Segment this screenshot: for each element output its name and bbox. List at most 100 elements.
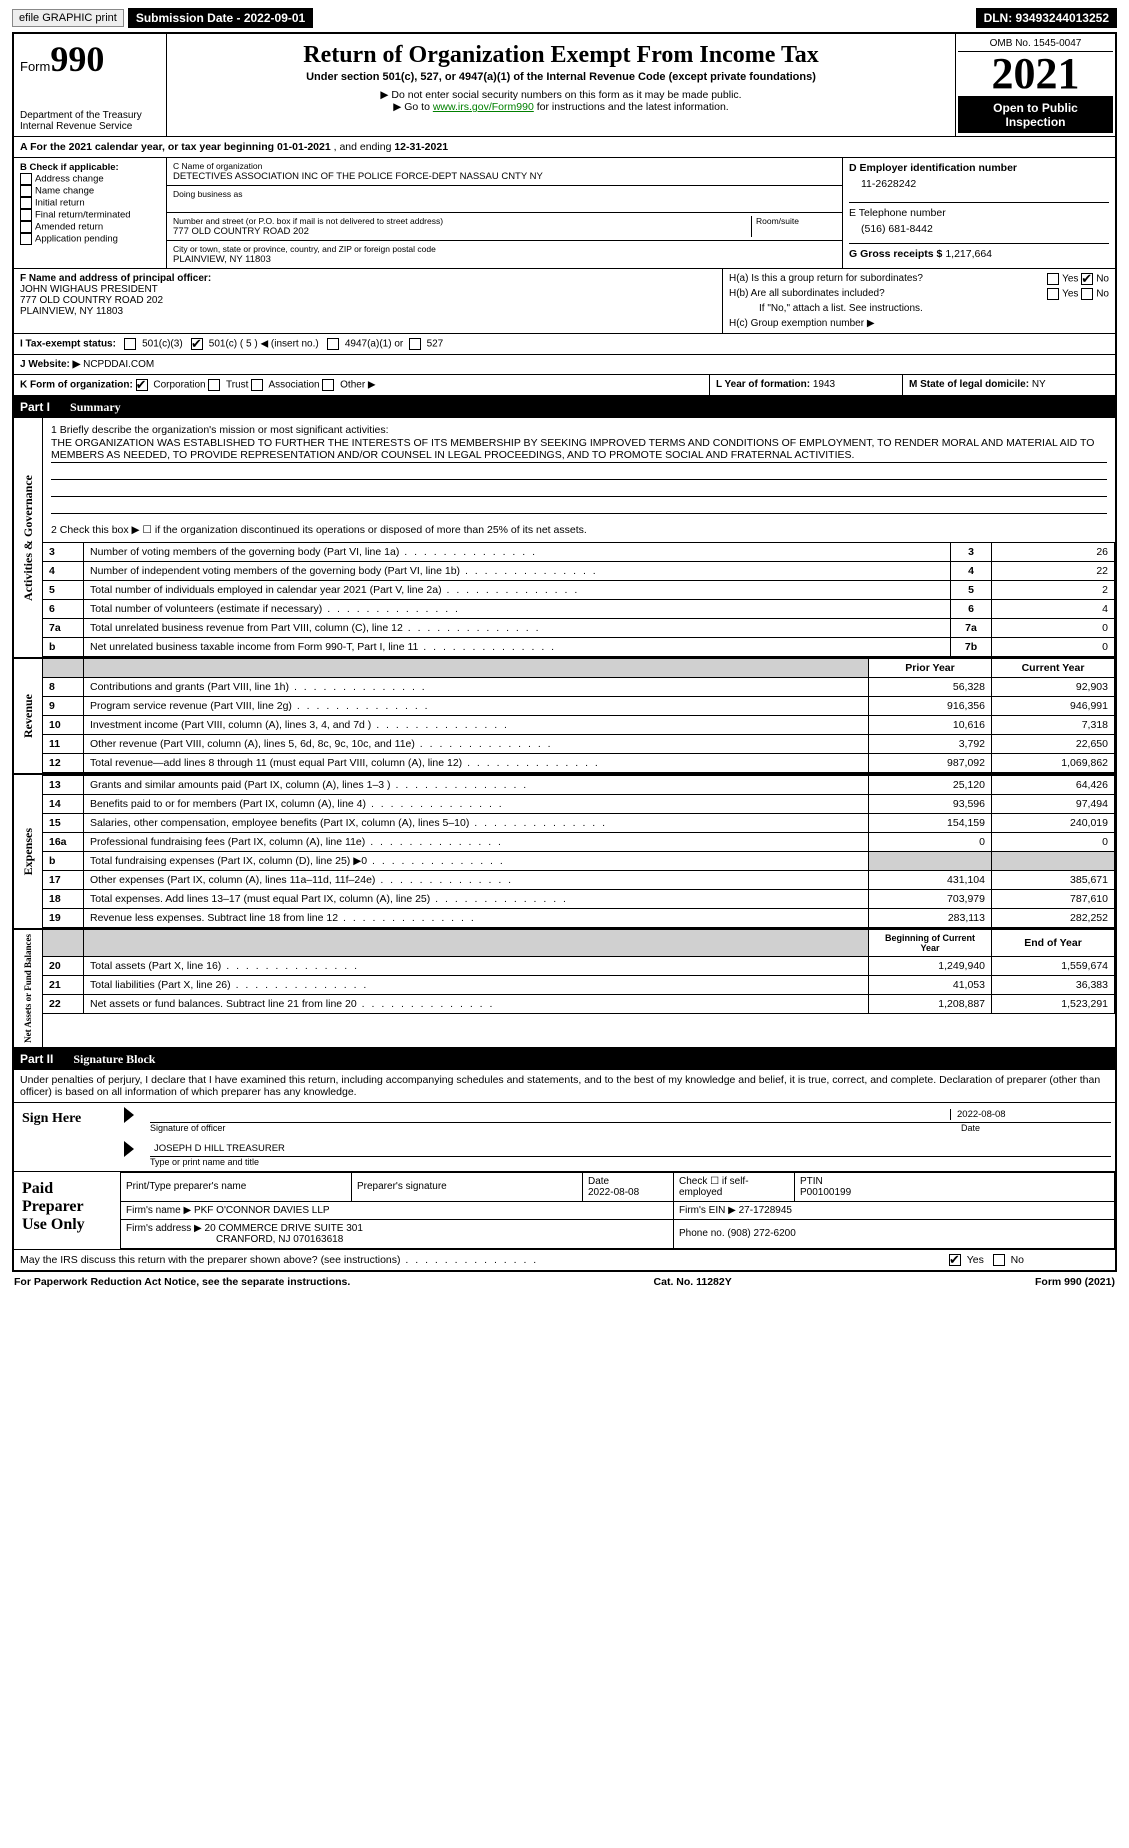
efile-graphic-label: efile GRAPHIC print (12, 9, 124, 27)
discuss-label: May the IRS discuss this return with the… (20, 1254, 401, 1266)
checkbox-other[interactable] (322, 379, 334, 391)
f-officer-name: JOHN WIGHAUS PRESIDENT (20, 284, 158, 295)
table-row: 10Investment income (Part VIII, column (… (43, 716, 1115, 735)
form-number: Form990 (20, 38, 160, 80)
side-netassets: Net Assets or Fund Balances (21, 930, 35, 1047)
ptin-label: PTIN (800, 1176, 823, 1187)
ha-no: No (1096, 274, 1109, 285)
checkbox-501c[interactable] (191, 338, 203, 350)
footer-right: Form 990 (2021) (1035, 1276, 1115, 1288)
checkbox-corp[interactable] (136, 379, 148, 391)
m-label: M State of legal domicile: (909, 379, 1029, 390)
ein-label: D Employer identification number (849, 162, 1017, 174)
tel-value: (516) 681-8442 (849, 219, 1109, 243)
checkbox-ha-no[interactable] (1081, 273, 1093, 285)
table-row: 7aTotal unrelated business revenue from … (43, 619, 1115, 638)
form-header: Form990 Department of the Treasury Inter… (12, 32, 1117, 136)
checkbox-amended[interactable] (20, 221, 32, 233)
hb-yes: Yes (1062, 289, 1078, 300)
checkbox-501c3[interactable] (124, 338, 136, 350)
firm-ein: 27-1728945 (739, 1205, 792, 1216)
row-a-mid: , and ending (334, 141, 395, 153)
org-address: 777 OLD COUNTRY ROAD 202 (173, 226, 751, 237)
officer-name: JOSEPH D HILL TREASURER (150, 1141, 1111, 1157)
top-bar: efile GRAPHIC print Submission Date - 20… (12, 8, 1117, 28)
part2-header: Part II Signature Block (12, 1049, 1117, 1070)
table-row: 5Total number of individuals employed in… (43, 581, 1115, 600)
opt-initial-return: Initial return (35, 198, 85, 209)
table-row: 19Revenue less expenses. Subtract line 1… (43, 909, 1115, 928)
ein-value: 11-2628242 (849, 174, 1109, 202)
table-row: 4Number of independent voting members of… (43, 562, 1115, 581)
table-row: 13Grants and similar amounts paid (Part … (43, 776, 1115, 795)
table-row: 22Net assets or fund balances. Subtract … (43, 995, 1115, 1014)
part1-header: Part I Summary (12, 397, 1117, 418)
submission-date-btn[interactable]: Submission Date - 2022-09-01 (128, 8, 313, 28)
opt-app-pending: Application pending (35, 234, 118, 245)
hb-no: No (1096, 289, 1109, 300)
checkbox-address-change[interactable] (20, 173, 32, 185)
table-row: 9Program service revenue (Part VIII, lin… (43, 697, 1115, 716)
firm-addr2: CRANFORD, NJ 070163618 (126, 1234, 343, 1245)
checkbox-trust[interactable] (208, 379, 220, 391)
col-d-ein: D Employer identification number 11-2628… (842, 158, 1115, 268)
current-year-header: Current Year (992, 659, 1115, 678)
col-b-label: B Check if applicable: (20, 162, 119, 173)
website-value: NCPDDAI.COM (83, 359, 154, 370)
table-row: 15Salaries, other compensation, employee… (43, 814, 1115, 833)
note2-suffix: for instructions and the latest informat… (534, 101, 729, 113)
expenses-table: 13Grants and similar amounts paid (Part … (43, 775, 1115, 928)
open-to-public: Open to Public Inspection (958, 97, 1113, 133)
checkbox-app-pending[interactable] (20, 233, 32, 245)
k-corp: Corporation (153, 380, 205, 391)
sign-here-label: Sign Here (14, 1103, 120, 1171)
checkbox-name-change[interactable] (20, 185, 32, 197)
dept-treasury: Department of the Treasury (20, 110, 160, 121)
row-f-h: F Name and address of principal officer:… (12, 268, 1117, 333)
date-label: Date (961, 1123, 1111, 1133)
q1-label: 1 Briefly describe the organization's mi… (51, 424, 1107, 436)
sign-here-row: Sign Here 2022-08-08 Signature of office… (14, 1102, 1115, 1171)
preparer-table: Print/Type preparer's name Preparer's si… (120, 1172, 1115, 1249)
side-revenue: Revenue (19, 690, 38, 742)
checkbox-discuss-no[interactable] (993, 1254, 1005, 1266)
opt-amended: Amended return (35, 222, 103, 233)
checkbox-hb-yes[interactable] (1047, 288, 1059, 300)
m-value: NY (1032, 379, 1046, 390)
firm-addr1: 20 COMMERCE DRIVE SUITE 301 (205, 1223, 363, 1234)
irs-link[interactable]: www.irs.gov/Form990 (433, 101, 534, 113)
prep-name-label: Print/Type preparer's name (121, 1172, 352, 1201)
checkbox-4947[interactable] (327, 338, 339, 350)
firm-addr-label: Firm's address ▶ (126, 1223, 202, 1234)
row-i: I Tax-exempt status: 501(c)(3) 501(c) ( … (12, 333, 1117, 354)
signature-block: Under penalties of perjury, I declare th… (12, 1070, 1117, 1272)
checkbox-527[interactable] (409, 338, 421, 350)
checkbox-ha-yes[interactable] (1047, 273, 1059, 285)
checkbox-assoc[interactable] (251, 379, 263, 391)
checkbox-initial-return[interactable] (20, 197, 32, 209)
table-row: 3Number of voting members of the governi… (43, 543, 1115, 562)
note2-prefix: ▶ Go to (393, 101, 433, 113)
ha-yes: Yes (1062, 274, 1078, 285)
ptin-value: P00100199 (800, 1187, 851, 1198)
side-expenses: Expenses (19, 824, 38, 879)
f-label: F Name and address of principal officer: (20, 273, 211, 284)
boy-header: Beginning of Current Year (869, 930, 992, 957)
i-501c3: 501(c)(3) (142, 339, 183, 350)
table-row: 14Benefits paid to or for members (Part … (43, 795, 1115, 814)
org-name: DETECTIVES ASSOCIATION INC OF THE POLICE… (173, 171, 836, 182)
sig-date: 2022-08-08 (950, 1109, 1107, 1120)
section-governance: Activities & Governance 1 Briefly descri… (12, 418, 1117, 659)
checkbox-discuss-yes[interactable] (949, 1254, 961, 1266)
prep-date-value: 2022-08-08 (588, 1187, 639, 1198)
checkbox-hb-no[interactable] (1081, 288, 1093, 300)
table-row: 18Total expenses. Add lines 13–17 (must … (43, 890, 1115, 909)
checkbox-final-return[interactable] (20, 209, 32, 221)
section-revenue: Revenue Prior Year Current Year 8Contrib… (12, 659, 1117, 775)
k-trust: Trust (226, 380, 248, 391)
form-title: Return of Organization Exempt From Incom… (173, 42, 949, 69)
city-label: City or town, state or province, country… (173, 244, 836, 254)
col-c-org-info: C Name of organization DETECTIVES ASSOCI… (167, 158, 842, 268)
section-expenses: Expenses 13Grants and similar amounts pa… (12, 775, 1117, 930)
discuss-yes: Yes (967, 1254, 984, 1266)
